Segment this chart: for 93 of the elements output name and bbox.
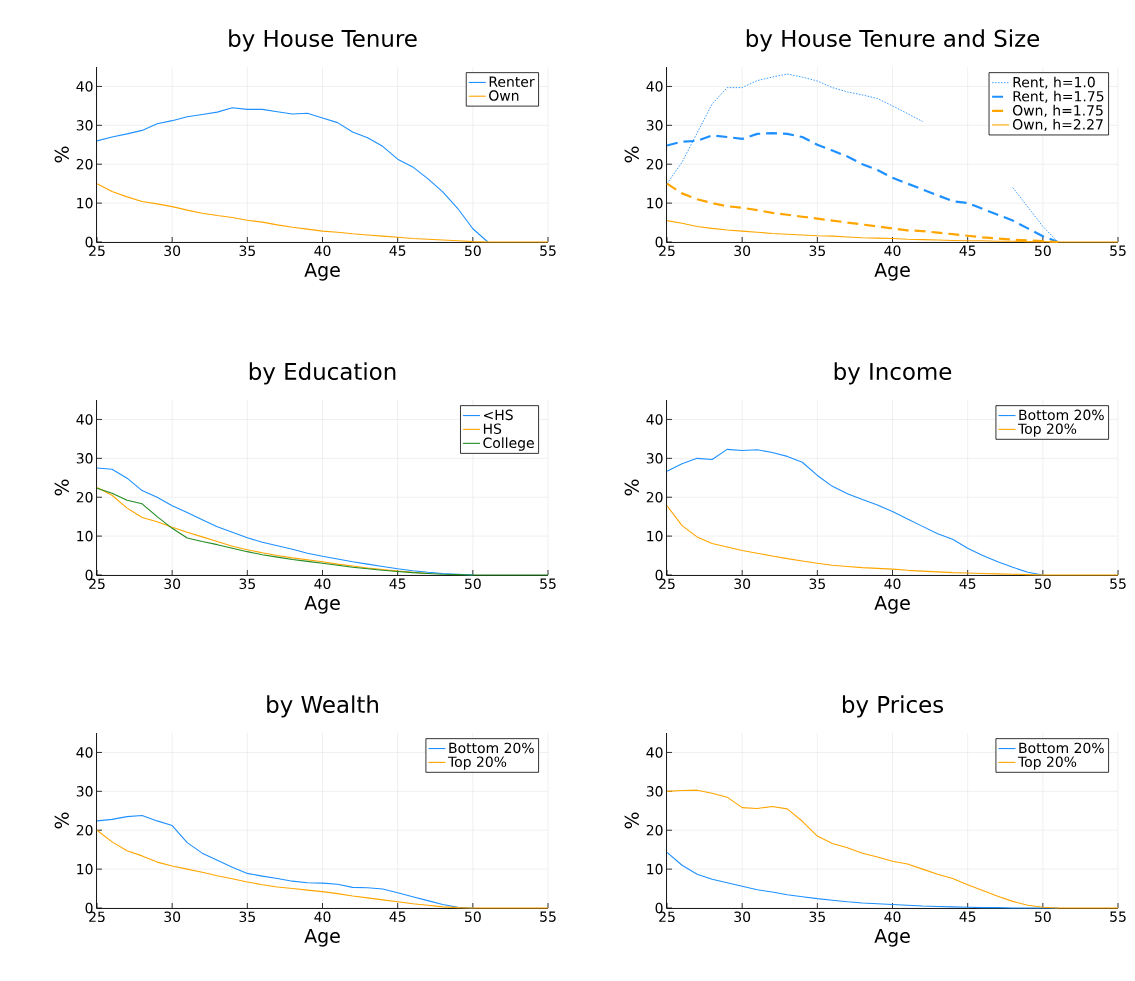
y-tick-label: 20 xyxy=(76,824,93,836)
x-tick-label: 35 xyxy=(809,911,825,923)
y-axis-title: % xyxy=(624,812,639,829)
x-tick-label: 40 xyxy=(314,245,331,257)
legend-label: Bottom 20% xyxy=(449,742,534,754)
x-tick-label: 45 xyxy=(389,245,406,256)
x-tick-label: 40 xyxy=(314,578,331,590)
x-tick-label: 40 xyxy=(884,245,901,257)
x-tick-label: 45 xyxy=(959,911,976,922)
y-axis-title: % xyxy=(54,146,69,163)
x-tick-label: 50 xyxy=(465,911,481,923)
legend-label: Own xyxy=(489,90,519,101)
y-tick-label: 30 xyxy=(76,120,93,131)
y-tick-label: 40 xyxy=(646,414,663,425)
x-tick-label: 40 xyxy=(884,911,901,923)
y-axis-title: % xyxy=(624,146,639,163)
chart-title: by Prices xyxy=(842,695,944,718)
y-axis-title: % xyxy=(54,812,69,829)
chart-title: by Income xyxy=(834,362,952,385)
y-tick-label: 20 xyxy=(646,491,663,503)
y-tick-label: 10 xyxy=(647,197,663,209)
y-tick-label: 30 xyxy=(646,786,663,797)
x-axis-title: Age xyxy=(304,262,340,281)
x-tick-label: 45 xyxy=(389,578,406,589)
y-tick-label: 10 xyxy=(647,530,663,542)
chart-title: by House Tenure and Size xyxy=(746,29,1040,52)
x-axis-title: Age xyxy=(304,928,340,947)
x-tick-label: 50 xyxy=(1035,578,1051,590)
chart-title: by Wealth xyxy=(267,695,378,718)
y-tick-label: 20 xyxy=(76,158,93,170)
y-tick-label: 30 xyxy=(76,786,93,797)
y-tick-label: 10 xyxy=(77,863,93,875)
x-axis-title: Age xyxy=(874,928,910,947)
x-tick-label: 50 xyxy=(1035,245,1051,257)
x-tick-label: 35 xyxy=(239,911,255,923)
legend-label: Bottom 20% xyxy=(1019,742,1104,754)
legend-label: Top 20% xyxy=(447,756,507,770)
x-tick-label: 30 xyxy=(734,245,751,257)
legend-label: Own, h=1.75 xyxy=(1012,104,1103,118)
y-tick-label: 10 xyxy=(77,197,93,209)
x-tick-label: 40 xyxy=(884,578,901,590)
chart-title: by Education xyxy=(249,362,396,385)
x-tick-label: 30 xyxy=(164,911,181,923)
legend-label: HS xyxy=(483,423,502,435)
x-tick-label: 55 xyxy=(1110,911,1126,922)
x-tick-label: 55 xyxy=(540,578,556,589)
x-tick-label: 50 xyxy=(465,578,481,590)
x-tick-label: 50 xyxy=(1035,911,1051,923)
x-tick-label: 55 xyxy=(540,245,556,256)
y-tick-label: 40 xyxy=(76,81,93,92)
x-tick-label: 55 xyxy=(1110,578,1126,589)
x-tick-label: 35 xyxy=(809,578,825,590)
y-tick-label: 30 xyxy=(646,120,663,131)
legend-label: Top 20% xyxy=(1017,423,1077,437)
x-axis-title: Age xyxy=(874,262,910,281)
x-tick-label: 30 xyxy=(734,911,751,923)
legend-label: Renter xyxy=(489,76,535,87)
x-tick-label: 45 xyxy=(389,911,406,922)
y-tick-label: 40 xyxy=(76,747,93,758)
legend-label: Own, h=2.27 xyxy=(1012,118,1103,132)
y-tick-label: 30 xyxy=(76,453,93,464)
x-tick-label: 40 xyxy=(314,911,331,923)
x-tick-label: 30 xyxy=(164,245,181,257)
legend-label: Top 20% xyxy=(1017,756,1077,770)
y-tick-label: 40 xyxy=(76,414,93,425)
y-tick-label: 20 xyxy=(646,824,663,836)
x-tick-label: 30 xyxy=(734,578,751,590)
x-tick-label: 45 xyxy=(959,245,976,256)
x-tick-label: 55 xyxy=(540,911,556,922)
x-tick-label: 50 xyxy=(465,245,481,257)
x-axis-title: Age xyxy=(874,595,910,614)
legend-label: Bottom 20% xyxy=(1019,409,1104,421)
y-tick-label: 10 xyxy=(77,530,93,542)
y-axis-title: % xyxy=(624,479,639,496)
y-tick-label: 20 xyxy=(646,158,663,170)
x-tick-label: 45 xyxy=(959,578,976,589)
y-tick-label: 10 xyxy=(647,863,663,875)
x-axis-title: Age xyxy=(304,595,340,614)
y-axis-title: % xyxy=(54,479,69,496)
chart-title: by House Tenure xyxy=(229,29,417,52)
x-tick-label: 35 xyxy=(239,245,255,257)
x-tick-label: 55 xyxy=(1110,245,1126,256)
x-tick-label: 35 xyxy=(239,578,255,590)
x-tick-label: 35 xyxy=(809,245,825,257)
legend-label: College xyxy=(483,437,534,451)
y-tick-label: 40 xyxy=(646,747,663,758)
y-tick-label: 40 xyxy=(646,81,663,92)
legend-label: Rent, h=1.75 xyxy=(1013,90,1104,103)
y-tick-label: 30 xyxy=(646,453,663,464)
legend-label: <HS xyxy=(484,409,513,421)
legend-label: Rent, h=1.0 xyxy=(1013,76,1095,89)
x-tick-label: 30 xyxy=(164,578,181,590)
y-tick-label: 20 xyxy=(76,491,93,503)
